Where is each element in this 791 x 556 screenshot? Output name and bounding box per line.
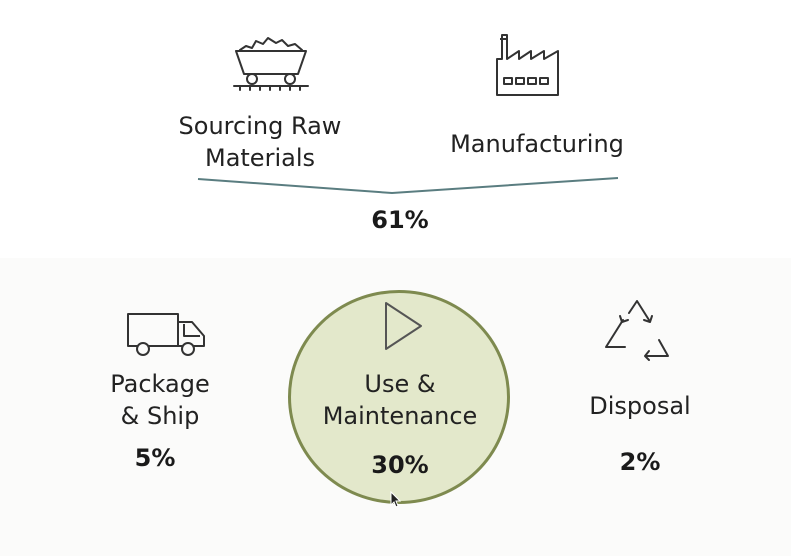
factory-icon (496, 34, 559, 96)
cursor-icon (390, 490, 402, 508)
truck-icon (127, 313, 205, 356)
recycle-icon (605, 300, 669, 361)
disposal-percent: 2% (619, 448, 661, 476)
manufacturing-label: Manufacturing (450, 130, 624, 158)
use-label: Use & Maintenance (322, 370, 478, 430)
sourcing-label: Sourcing Raw Materials (178, 112, 342, 172)
package-label: Package & Ship (110, 370, 210, 430)
disposal-label: Disposal (589, 392, 691, 420)
top-section (0, 0, 791, 258)
play-icon (385, 302, 422, 350)
combined-percent: 61% (371, 206, 429, 234)
use-percent: 30% (371, 451, 429, 479)
mine-cart-icon (233, 37, 309, 91)
bracket-line (197, 177, 619, 195)
package-percent: 5% (134, 444, 176, 472)
highlight-circle (288, 290, 510, 504)
